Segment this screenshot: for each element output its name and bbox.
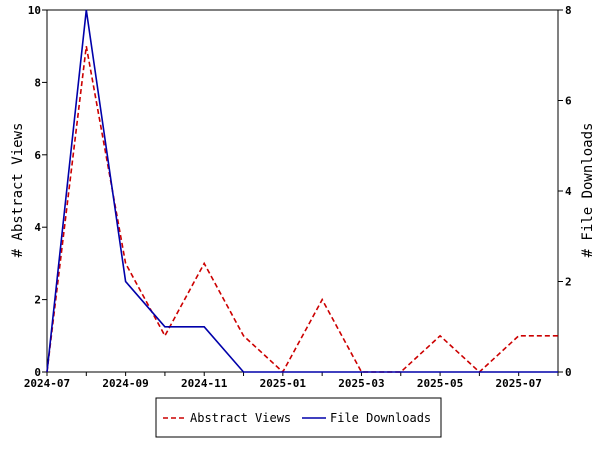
y-axis-title-right: # File Downloads (580, 123, 596, 258)
legend-label-file-downloads: File Downloads (330, 411, 431, 425)
x-tick-label-2024-07: 2024-07 (24, 377, 70, 390)
y-tick-label-right-6: 6 (565, 95, 572, 108)
y-tick-label-left-2: 2 (34, 294, 41, 307)
x-tick-label-2025-07: 2025-07 (496, 377, 542, 390)
y-tick-label-left-8: 8 (34, 76, 41, 89)
y-tick-label-right-2: 2 (565, 276, 572, 289)
y-tick-label-left-4: 4 (34, 221, 41, 234)
x-tick-label-2025-03: 2025-03 (338, 377, 384, 390)
series-line-file-downloads (46, 9, 558, 373)
series-line-abstract-views (46, 46, 558, 374)
y-tick-label-right-8: 8 (565, 4, 572, 17)
x-tick-label-2024-09: 2024-09 (102, 377, 148, 390)
x-axis: 2024-07 2024-09 2024-11 2025-01 2025-03 2025-… (24, 372, 559, 390)
left-axis: 0 2 4 6 8 10 (28, 4, 47, 379)
y-tick-label-right-0: 0 (565, 366, 572, 379)
plot-border (46, 9, 559, 373)
legend: Abstract Views File Downloads (155, 397, 442, 438)
y-tick-label-right-4: 4 (565, 185, 572, 198)
plot-frame (46, 9, 559, 373)
x-tick-label-2025-05: 2025-05 (417, 377, 463, 390)
x-tick-label-2025-01: 2025-01 (260, 377, 307, 390)
legend-box (155, 397, 442, 438)
legend-label-abstract-views: Abstract Views (190, 411, 291, 425)
y-tick-label-left-0: 0 (34, 366, 41, 379)
y-tick-label-left-6: 6 (34, 149, 41, 162)
series-layer (46, 9, 559, 374)
y-tick-label-left-10: 10 (28, 4, 41, 17)
x-tick-label-2024-11: 2024-11 (181, 377, 228, 390)
y-axis-title-left: # Abstract Views (10, 123, 26, 258)
right-axis: 0 2 4 6 8 (558, 4, 572, 379)
